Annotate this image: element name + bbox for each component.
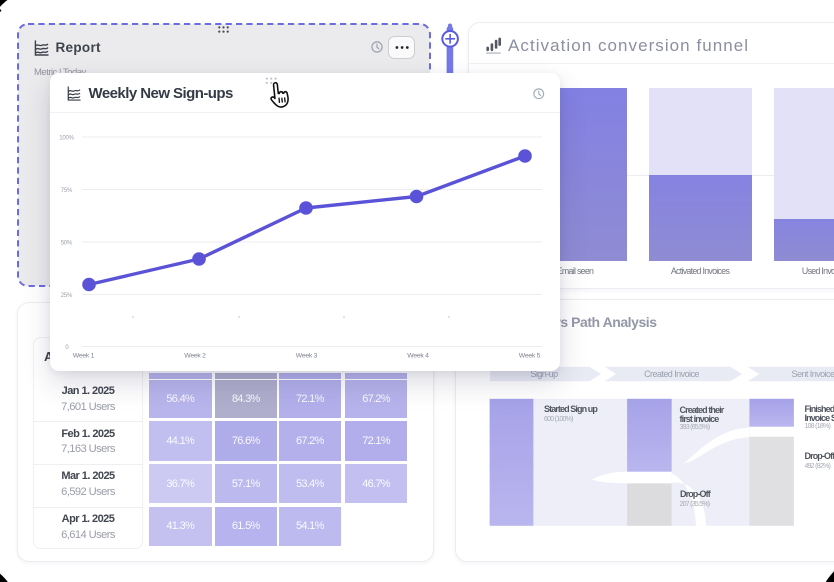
svg-text:Sent Invoice: Sent Invoice: [792, 369, 834, 379]
svg-text:50%: 50%: [61, 240, 73, 246]
svg-text:Week 3: Week 3: [296, 353, 318, 360]
svg-text:Sign-up: Sign-up: [530, 369, 558, 379]
svg-text:Week 1: Week 1: [73, 353, 95, 360]
svg-text:25%: 25%: [61, 293, 73, 299]
svg-text:Created Invoice: Created Invoice: [644, 369, 699, 379]
svg-text:Week 4: Week 4: [407, 353, 429, 360]
svg-text:Week 2: Week 2: [184, 353, 206, 360]
svg-text:Week 5: Week 5: [519, 353, 541, 360]
svg-text:75%: 75%: [61, 188, 73, 194]
svg-text:0: 0: [65, 345, 69, 351]
svg-text:100%: 100%: [59, 135, 74, 141]
